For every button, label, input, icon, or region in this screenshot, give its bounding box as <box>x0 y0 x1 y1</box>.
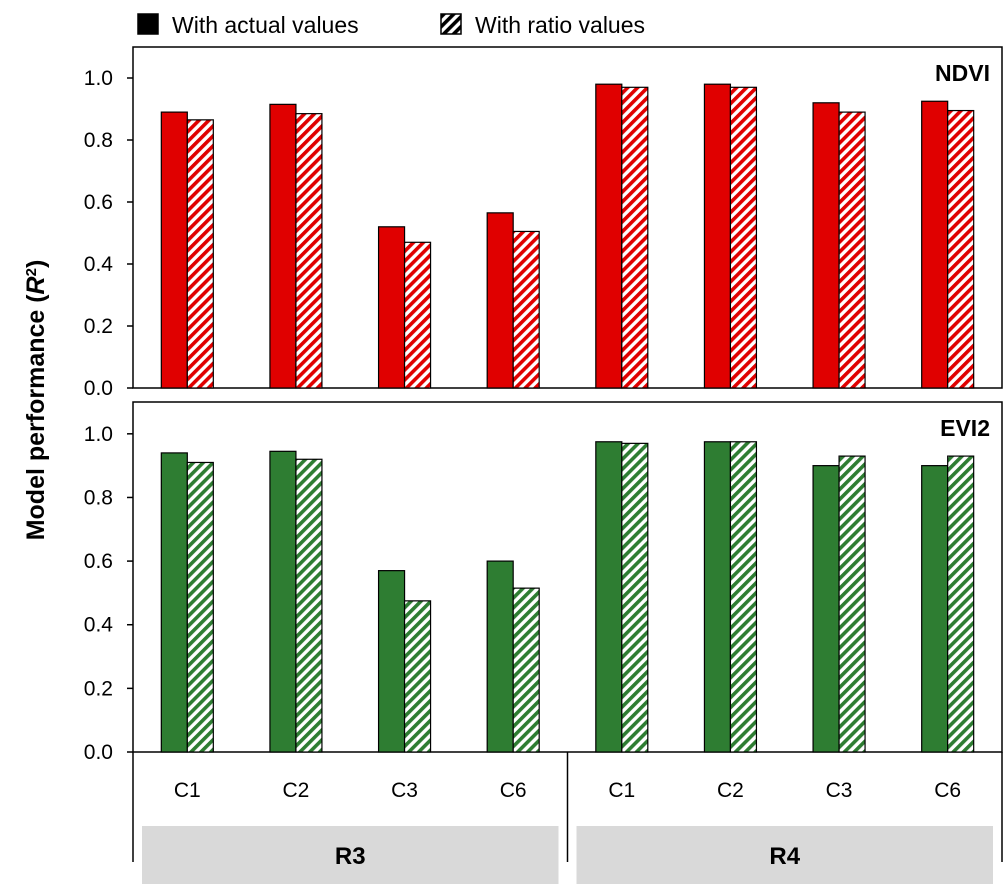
y-axis-title-sup: 2 <box>23 268 40 276</box>
bar-ndvi-ratio-3 <box>512 230 540 389</box>
group-label: R3 <box>335 843 366 870</box>
y-tick-label: 0.0 <box>84 377 113 400</box>
x-tick-label: C6 <box>500 779 527 802</box>
chart-panels: NDVI 0.0 0.2 0.4 0.6 0.8 1.0 EVI2 0.0 0.2 0.4 0.6 0.… <box>84 46 1003 764</box>
bar-ndvi-ratio-5 <box>729 86 758 389</box>
bar-evi2-ratio-5 <box>729 441 758 753</box>
y-tick-label: 0.6 <box>84 191 113 214</box>
legend-swatch-actual <box>137 13 159 35</box>
panel-frame <box>132 46 1003 389</box>
bar-evi2-ratio-4 <box>621 442 649 753</box>
y-axis-title-close: ) <box>22 260 50 268</box>
bar-ndvi-actual-1 <box>269 103 297 389</box>
panel-evi2: EVI2 0.0 0.2 0.4 0.6 0.8 1.0 <box>84 401 1003 764</box>
bar-ndvi-ratio-2 <box>403 241 432 389</box>
bar-ndvi-actual-4 <box>595 83 623 389</box>
y-axis-title: Model performance (R2) <box>22 260 50 541</box>
x-tick-label: C3 <box>391 779 418 802</box>
x-tick-label: C1 <box>608 779 635 802</box>
y-tick-label: 0.4 <box>84 614 114 637</box>
bar-evi2-ratio-2 <box>403 600 432 753</box>
bar-evi2-actual-0 <box>160 452 188 753</box>
legend-label: With actual values <box>172 12 359 38</box>
bar-ndvi-actual-5 <box>703 83 732 389</box>
bar-ndvi-actual-0 <box>160 111 188 389</box>
bar-ndvi-actual-3 <box>486 212 514 389</box>
y-tick-label: 1.0 <box>84 67 113 90</box>
y-axis-label: Model performance (R2) <box>22 260 50 541</box>
legend: With actual values With ratio values <box>137 12 645 38</box>
bar-ndvi-ratio-4 <box>621 86 649 389</box>
bar-evi2-ratio-0 <box>186 461 214 753</box>
bar-evi2-ratio-6 <box>838 455 866 753</box>
y-axis-title-main: Model performance ( <box>22 294 50 541</box>
y-tick-label: 1.0 <box>84 423 113 446</box>
panel-title: EVI2 <box>940 415 990 441</box>
legend-label: With ratio values <box>475 12 645 38</box>
bar-ndvi-actual-7 <box>921 100 949 389</box>
bar-evi2-actual-3 <box>486 560 514 753</box>
panel-title: NDVI <box>935 60 990 86</box>
panel-frame <box>132 401 1003 753</box>
y-tick-label: 0.2 <box>84 315 113 338</box>
bar-evi2-actual-4 <box>595 441 623 753</box>
bar-ndvi-ratio-7 <box>947 109 975 389</box>
bar-ndvi-ratio-6 <box>838 111 866 389</box>
bar-evi2-actual-7 <box>921 465 949 753</box>
group-band-r4 <box>576 826 993 884</box>
bar-evi2-actual-5 <box>703 441 732 753</box>
bar-evi2-actual-1 <box>269 450 297 753</box>
y-tick-label: 0.0 <box>84 741 113 764</box>
bar-ndvi-actual-6 <box>812 102 840 389</box>
bar-evi2-ratio-1 <box>295 458 323 753</box>
x-tick-label: C3 <box>826 779 853 802</box>
x-tick-label: C1 <box>174 779 201 802</box>
y-tick-label: 0.2 <box>84 677 113 700</box>
bar-ndvi-ratio-0 <box>186 119 214 389</box>
bar-evi2-ratio-3 <box>512 587 540 753</box>
bar-ndvi-ratio-1 <box>295 113 323 389</box>
bar-evi2-ratio-7 <box>947 455 975 753</box>
x-tick-label: C6 <box>934 779 961 802</box>
y-tick-label: 0.4 <box>84 253 114 276</box>
y-tick-label: 0.6 <box>84 550 113 573</box>
y-axis-title-italic: R <box>22 276 50 294</box>
y-tick-label: 0.8 <box>84 486 113 509</box>
y-tick-label: 0.8 <box>84 129 113 152</box>
x-tick-label: C2 <box>283 779 310 802</box>
legend-swatch-ratio <box>440 13 462 35</box>
bar-evi2-actual-2 <box>377 570 406 753</box>
bar-evi2-actual-6 <box>812 465 840 753</box>
x-axis: C1 C2 C3 C6 C1 C2 C3 C6 R3 R4 <box>132 752 1003 884</box>
x-tick-label: C2 <box>717 779 744 802</box>
bar-ndvi-actual-2 <box>377 226 406 389</box>
group-label: R4 <box>769 843 800 870</box>
panel-ndvi: NDVI 0.0 0.2 0.4 0.6 0.8 1.0 <box>84 46 1003 400</box>
group-band-r3 <box>142 826 559 884</box>
